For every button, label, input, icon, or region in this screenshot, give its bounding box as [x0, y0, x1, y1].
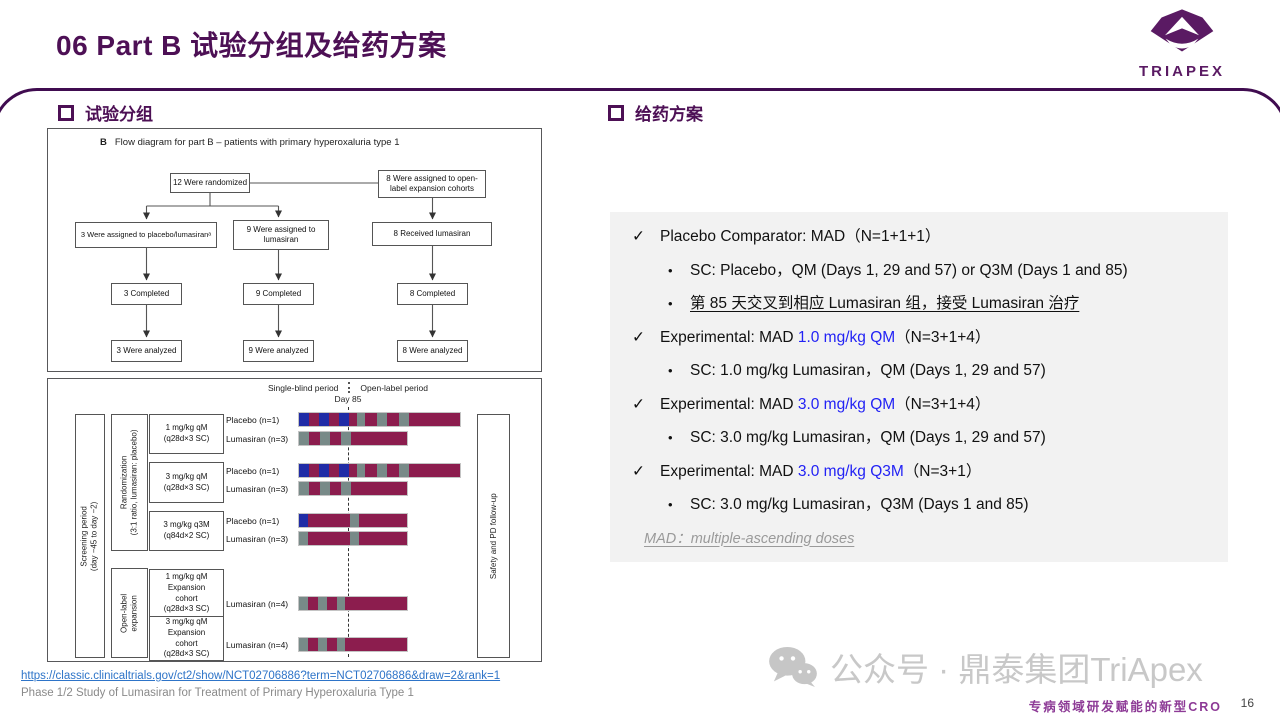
dosing-line: ✓ Placebo Comparator: MAD（N=1+1+1） — [626, 226, 1212, 249]
open-label-expansion-box: Open-label expansion — [111, 568, 148, 658]
flow-diagram: B Flow diagram for part B – patients with… — [47, 128, 542, 372]
row-label: Lumasiran (n=3) — [226, 434, 289, 444]
bullet-icon: • — [668, 497, 673, 512]
flow-box-placebo-assigned: 3 Were assigned to placebo/lumasiranᵃ — [75, 222, 217, 248]
flow-box-analyzed-1: 3 Were analyzed — [111, 340, 182, 362]
row-label: Placebo (n=1) — [226, 516, 280, 526]
dosing-line: • 第 85 天交叉到相应 Lumasiran 组，接受 Lumasiran 治… — [626, 293, 1212, 316]
screening-period-label: Screening period (day −45 to day −2) — [79, 501, 99, 571]
source-link[interactable]: https://classic.clinicaltrials.gov/ct2/s… — [21, 670, 501, 682]
screening-period-box: Screening period (day −45 to day −2) — [75, 414, 105, 658]
flow-box-analyzed-2: 9 Were analyzed — [243, 340, 314, 362]
single-blind-label: Single-blind period — [268, 382, 339, 393]
open-label-expansion-label: Open-label expansion — [119, 593, 139, 633]
dose-group-1: 1 mg/kg qM (q28d×3 SC) — [149, 414, 224, 454]
wechat-icon — [769, 646, 817, 688]
row-label: Placebo (n=1) — [226, 415, 280, 425]
check-icon: ✓ — [632, 462, 645, 480]
flow-diagram-title: B Flow diagram for part B – patients with… — [100, 137, 399, 148]
timeline-diagram: Single-blind period Open-label period Da… — [47, 378, 542, 662]
dosing-line: ✓ Experimental: MAD 3.0 mg/kg QM（N=3+1+4… — [626, 394, 1212, 417]
dosing-line: • SC: 3.0 mg/kg Lumasiran，QM (Days 1, 29… — [626, 427, 1212, 450]
dose-group-3: 3 mg/kg q3M (q84d×2 SC) — [149, 511, 224, 551]
dose-group-2: 3 mg/kg qM (q28d×3 SC) — [149, 462, 224, 503]
page-title: 06 Part B 试验分组及给药方案 — [56, 30, 447, 61]
day-85-label: Day 85 — [334, 394, 362, 404]
dosing-line: ✓ Experimental: MAD 3.0 mg/kg Q3M（N=3+1） — [626, 461, 1212, 484]
row-label: Placebo (n=1) — [226, 466, 280, 476]
flow-box-completed-2: 9 Completed — [243, 283, 314, 305]
mad-note: MAD：multiple-ascending doses — [644, 530, 855, 547]
wechat-watermark: 公众号 · 鼎泰集团TriApex — [768, 643, 1203, 691]
dosing-line: ✓ Experimental: MAD 1.0 mg/kg QM（N=3+1+4… — [626, 327, 1212, 350]
treatment-bar — [298, 531, 408, 546]
section-heading-dosing: 给药方案 — [608, 100, 703, 125]
flow-box-lumasiran-assigned: 9 Were assigned to lumasiran — [233, 220, 329, 250]
dose-group-5: 3 mg/kg qM Expansion cohort (q28d×3 SC) — [149, 616, 224, 661]
treatment-bar — [298, 637, 408, 652]
footer-tagline: 专病领域研发赋能的新型CRO — [1028, 700, 1222, 714]
row-label: Lumasiran (n=4) — [226, 640, 289, 650]
safety-followup-box: Safety and PD follow-up — [477, 414, 510, 658]
page-number: 16 — [1240, 696, 1254, 710]
treatment-bar — [298, 481, 408, 496]
flow-connectors — [143, 182, 436, 338]
square-bullet-icon — [58, 104, 74, 121]
safety-followup-label: Safety and PD follow-up — [488, 493, 498, 579]
flow-box-randomized: 12 Were randomized — [170, 173, 250, 193]
flow-box-received: 8 Received lumasiran — [372, 222, 492, 246]
randomization-box: Randomization (3:1 ratio, lumasiran: pla… — [111, 414, 148, 551]
flow-box-completed-3: 8 Completed — [397, 283, 468, 305]
dosing-panel: ✓ Placebo Comparator: MAD（N=1+1+1） • SC:… — [610, 212, 1228, 562]
dosing-line: • SC: 3.0 mg/kg Lumasiran，Q3M (Days 1 an… — [626, 494, 1212, 517]
treatment-bar — [298, 431, 408, 446]
flow-title-text: Flow diagram for part B – patients with … — [114, 137, 400, 148]
source-caption: Phase 1/2 Study of Lumasiran for Treatme… — [21, 687, 414, 699]
bullet-icon: • — [668, 262, 673, 278]
section-heading-groups-label: 试验分组 — [85, 105, 153, 124]
dosing-line: • SC: Placebo，QM (Days 1, 29 and 57) or … — [626, 260, 1212, 283]
flow-box-analyzed-3: 8 Were analyzed — [397, 340, 468, 362]
check-icon: ✓ — [632, 228, 645, 245]
section-heading-dosing-label: 给药方案 — [635, 105, 703, 124]
flow-box-completed-1: 3 Completed — [111, 283, 182, 305]
triapex-logo: TRIAPEX — [1126, 8, 1238, 80]
period-divider — [348, 382, 351, 393]
dosing-line: • SC: 1.0 mg/kg Lumasiran，QM (Days 1, 29… — [626, 360, 1212, 383]
treatment-bar — [298, 513, 408, 528]
square-bullet-icon — [608, 104, 624, 121]
row-label: Lumasiran (n=3) — [226, 534, 289, 544]
bullet-icon: • — [668, 430, 673, 445]
randomization-label: Randomization (3:1 ratio, lumasiran: pla… — [119, 429, 139, 536]
treatment-bar — [298, 463, 461, 478]
treatment-bar — [298, 596, 408, 611]
triapex-gem-icon — [1150, 9, 1214, 52]
triapex-logo-text: TRIAPEX — [1138, 63, 1225, 80]
bullet-icon: • — [668, 296, 673, 311]
open-label-period-label: Open-label period — [360, 382, 428, 393]
treatment-bar — [298, 412, 461, 427]
row-label: Lumasiran (n=3) — [226, 484, 289, 494]
bullet-icon: • — [668, 363, 673, 378]
check-icon: ✓ — [632, 328, 645, 346]
row-label: Lumasiran (n=4) — [226, 599, 289, 609]
flow-title-letter: B — [100, 137, 107, 148]
dose-group-4: 1 mg/kg qM Expansion cohort (q28d×3 SC) — [149, 569, 224, 618]
section-heading-groups: 试验分组 — [58, 100, 153, 125]
period-labels: Single-blind period Open-label period — [268, 382, 428, 393]
check-icon: ✓ — [632, 395, 645, 413]
flow-box-open-label: 8 Were assigned to open-label expansion … — [378, 170, 486, 198]
watermark-text: 公众号 · 鼎泰集团TriApex — [830, 651, 1203, 688]
